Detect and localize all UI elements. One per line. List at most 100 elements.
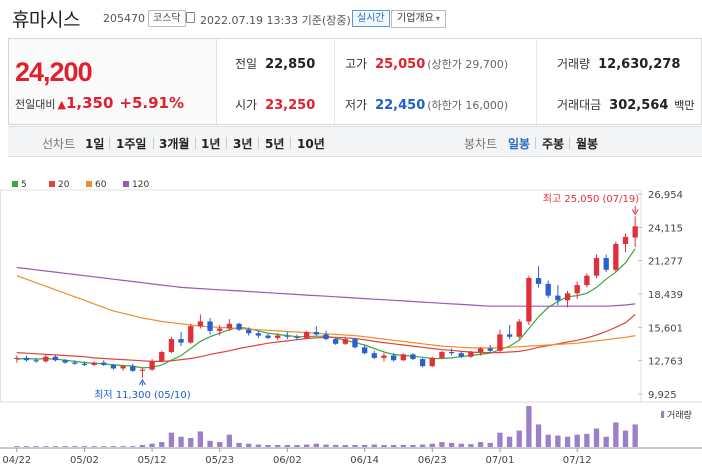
candle-body — [613, 243, 619, 270]
volume-bar — [217, 442, 223, 447]
volume-bar — [526, 406, 532, 447]
x-tick-label: 05/23 — [205, 455, 234, 466]
period-10y[interactable]: 10년 — [297, 137, 325, 151]
volume-label: 거래량 — [557, 57, 591, 71]
high-label: 고가 — [345, 57, 368, 71]
market-badge: 코스닥 — [148, 10, 186, 27]
candle-body — [545, 283, 551, 296]
company-info-button[interactable]: 기업개요 ▾ — [391, 10, 446, 28]
candle-body — [458, 353, 464, 357]
timestamp: 2022.07.19 13:33 기준(장중) — [200, 14, 351, 27]
volume-legend-swatch — [661, 411, 664, 418]
candle-body — [265, 335, 271, 338]
volume-bar — [188, 437, 194, 447]
lower-limit: (하한가 16,000) — [427, 99, 509, 112]
volume-bar — [458, 443, 464, 447]
divider — [258, 137, 259, 149]
volume-bar — [313, 443, 319, 447]
document-icon[interactable] — [186, 12, 195, 23]
volume-bar — [101, 446, 107, 447]
divider — [226, 137, 227, 149]
candle-body — [468, 352, 474, 357]
candle-body — [178, 339, 184, 343]
ma-line-120 — [16, 266, 636, 307]
stock-chart[interactable]: 5 20 60 120 26,954 24,115 21,277 18,439 15,601 12… — [0, 172, 702, 469]
candle-body — [429, 357, 435, 367]
candle-body — [323, 334, 329, 340]
candle-body — [217, 328, 223, 331]
stock-code: 205470 — [103, 12, 145, 25]
open-price: 시가 23,250 — [235, 96, 315, 113]
volume-bar — [159, 442, 165, 447]
amount-label: 거래대금 — [557, 98, 602, 112]
volume-bar — [584, 433, 590, 447]
x-tick-label: 07/12 — [563, 455, 592, 466]
x-tick-label: 04/22 — [2, 455, 31, 466]
legend-swatch-120 — [123, 181, 129, 187]
candle-body — [23, 357, 30, 361]
volume-bar — [43, 446, 49, 447]
volume-bar — [400, 444, 406, 447]
volume: 거래량 12,630,278 — [557, 55, 680, 72]
candle-body — [168, 339, 175, 353]
candle-body — [390, 355, 397, 361]
candle-monthly[interactable]: 월봉 — [576, 137, 599, 151]
candle-body — [632, 226, 638, 238]
min-annotation: 최저 11,300 (05/10) — [94, 389, 190, 401]
candle-body — [400, 354, 406, 361]
realtime-badge[interactable]: 실시간 — [352, 10, 390, 27]
volume-bar — [284, 444, 291, 447]
candle-body — [584, 275, 590, 286]
candle-body — [72, 362, 78, 364]
candle-body — [516, 321, 522, 337]
up-arrow-icon: ▲ — [57, 98, 66, 111]
volume-bar — [14, 446, 20, 447]
x-tick-label: 06/02 — [273, 455, 302, 466]
amount-value: 302,564 — [609, 98, 669, 113]
divider — [334, 39, 335, 124]
period-3y[interactable]: 3년 — [233, 137, 253, 151]
candle-body — [255, 333, 262, 336]
volume-bar — [516, 430, 522, 447]
ma-line-5 — [16, 248, 636, 369]
candle-body — [294, 336, 300, 338]
candle-daily[interactable]: 일봉 — [508, 137, 531, 151]
max-arrow-head — [631, 209, 639, 216]
x-tick-label: 06/14 — [350, 455, 379, 466]
volume-bar — [207, 440, 213, 447]
volume-bar — [178, 436, 184, 447]
period-1y[interactable]: 1년 — [201, 137, 221, 151]
trading-amount: 거래대금 302,564 백만 — [557, 96, 694, 113]
max-annotation: 최고 25,050 (07/19) — [543, 193, 639, 205]
candle-body — [197, 321, 204, 327]
y-tick-label: 18,439 — [648, 290, 683, 301]
candle-body — [371, 353, 377, 358]
candle-body — [149, 361, 155, 370]
volume-value: 12,630,278 — [598, 57, 681, 72]
candle-body — [62, 360, 68, 363]
volume-bar — [632, 424, 638, 447]
candle-body — [159, 352, 165, 362]
period-1d[interactable]: 1일 — [85, 137, 105, 151]
volume-bar — [246, 443, 252, 447]
period-5y[interactable]: 5년 — [265, 137, 285, 151]
candle-body — [352, 339, 358, 348]
legend-swatch-20 — [49, 181, 55, 187]
candle-body — [593, 258, 600, 276]
candle-body — [564, 293, 571, 301]
period-1w[interactable]: 1주일 — [116, 137, 147, 151]
y-tick-label: 21,277 — [648, 257, 683, 268]
volume-bar — [120, 446, 126, 447]
volume-bar — [487, 442, 493, 447]
amount-unit: 백만 — [674, 99, 695, 112]
candle-body — [14, 357, 20, 360]
period-3m[interactable]: 3개월 — [159, 137, 190, 151]
chart-svg[interactable]: 5 20 60 120 26,954 24,115 21,277 18,439 15,601 12… — [0, 172, 702, 469]
candle-body — [333, 339, 339, 344]
volume-bar — [23, 446, 30, 447]
candle-body — [448, 352, 455, 354]
candle-body — [81, 363, 88, 365]
candle-weekly[interactable]: 주봉 — [542, 137, 565, 151]
change-percent: +5.91% — [119, 94, 185, 112]
legend-label-120: 120 — [132, 180, 149, 190]
